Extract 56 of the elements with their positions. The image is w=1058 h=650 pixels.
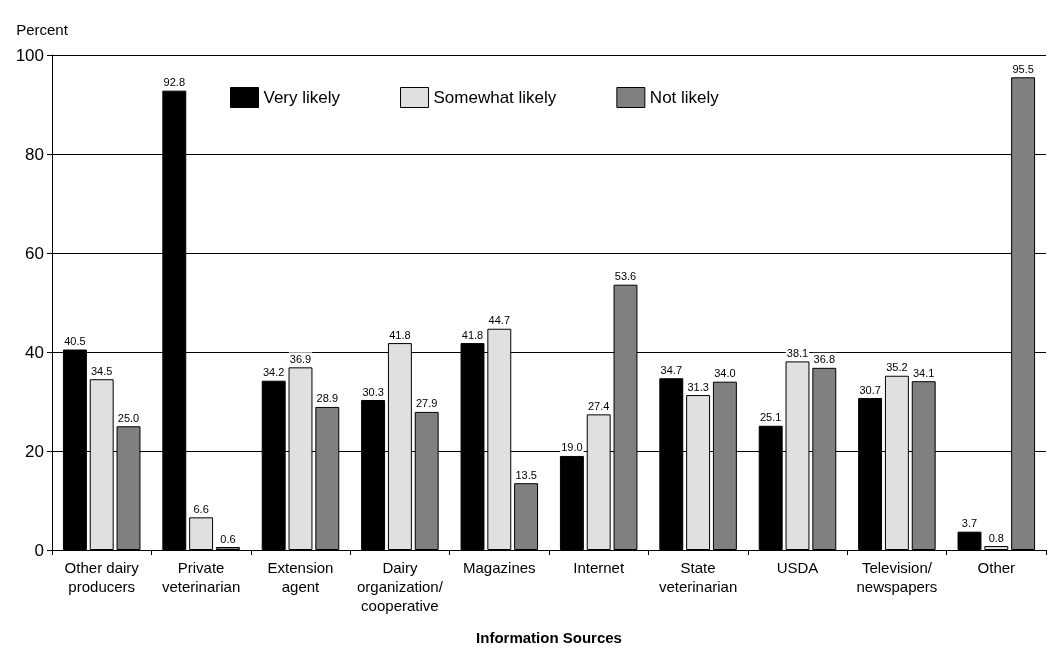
- data-label: 34.1: [912, 366, 935, 379]
- data-label: 95.5: [1012, 62, 1034, 75]
- data-label: 53.6: [614, 270, 637, 283]
- bar: [984, 546, 1009, 550]
- legend-label: Not likely: [649, 88, 720, 107]
- data-label: 40.5: [64, 335, 86, 348]
- data-label: 0.8: [988, 531, 1004, 544]
- x-tick-label: Private veterinarian: [161, 559, 241, 595]
- data-label: 36.8: [813, 353, 836, 366]
- data-label: 34.5: [90, 364, 113, 377]
- data-label: 30.7: [859, 383, 881, 396]
- y-axis-title: Percent: [16, 21, 69, 38]
- data-label: 27.4: [587, 399, 610, 412]
- x-tick-label: Dairy organization/ cooperative: [356, 559, 444, 614]
- data-label: 35.2: [886, 361, 908, 374]
- y-tick-label: 20: [25, 441, 44, 461]
- data-label: 41.8: [389, 328, 411, 341]
- x-axis-title: Information Sources: [476, 629, 622, 646]
- y-tick-label: 0: [34, 540, 44, 560]
- y-tick-label: 80: [25, 144, 44, 164]
- data-label: 27.9: [415, 397, 438, 410]
- data-label: 34.2: [262, 366, 285, 379]
- y-tick-label: 40: [25, 342, 44, 362]
- data-label: 44.7: [488, 314, 511, 327]
- data-label: 3.7: [961, 517, 978, 530]
- data-label: 38.1: [786, 346, 809, 359]
- data-label: 28.9: [316, 392, 339, 405]
- x-tick-label: USDA: [776, 559, 819, 576]
- x-tick-label: Internet: [573, 559, 625, 576]
- bar: [189, 517, 214, 550]
- x-tick-label: Extension agent: [267, 559, 334, 595]
- data-label: 36.9: [289, 352, 312, 365]
- x-tick-label: State veterinarian: [658, 559, 738, 595]
- bar: [514, 483, 539, 550]
- data-label: 0.6: [220, 532, 236, 545]
- x-tick-label: Other: [977, 559, 1016, 576]
- data-label: 30.3: [362, 385, 384, 398]
- legend-label: Somewhat likely: [433, 88, 557, 107]
- y-tick-label: 60: [25, 243, 44, 263]
- x-tick-label: Other dairy producers: [64, 559, 140, 595]
- data-label: 19.0: [561, 441, 583, 454]
- data-label: 92.8: [163, 76, 186, 89]
- data-label: 34.0: [714, 367, 736, 380]
- data-label: 13.5: [515, 468, 537, 481]
- data-label: 25.1: [759, 411, 782, 424]
- data-label: 41.8: [461, 328, 484, 341]
- y-tick-label: 100: [15, 45, 44, 65]
- x-tick-label: Magazines: [463, 559, 536, 576]
- legend-label: Very likely: [263, 88, 341, 107]
- data-label: 6.6: [193, 502, 209, 515]
- bar: [559, 455, 584, 550]
- x-tick-label: Television/ newspapers: [856, 559, 938, 595]
- data-label: 25.0: [117, 411, 140, 424]
- data-label: 34.7: [660, 363, 683, 376]
- data-label: 31.3: [687, 380, 709, 393]
- bar: [957, 531, 982, 550]
